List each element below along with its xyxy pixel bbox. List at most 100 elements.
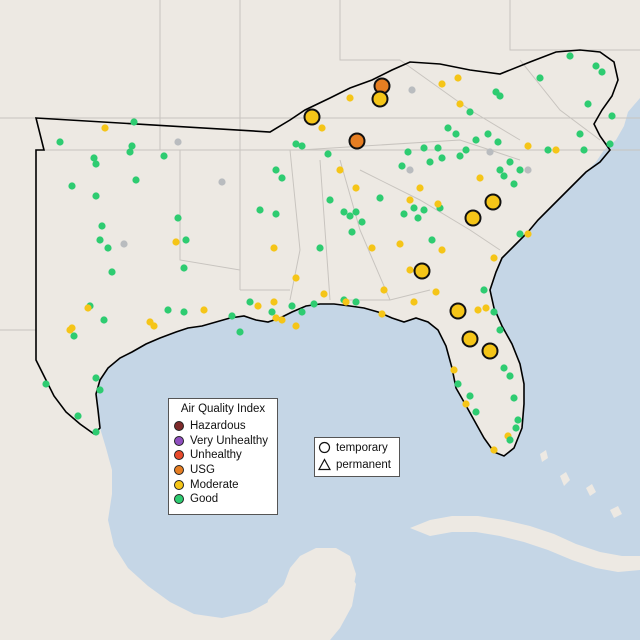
monitor-point[interactable]: [444, 124, 452, 132]
monitor-point[interactable]: [516, 230, 524, 238]
monitor-point[interactable]: [396, 240, 404, 248]
monitor-point[interactable]: [292, 274, 300, 282]
monitor-point[interactable]: [510, 180, 518, 188]
monitor-point[interactable]: [180, 264, 188, 272]
monitor-point[interactable]: [544, 146, 552, 154]
monitor-point[interactable]: [462, 400, 470, 408]
monitor-point[interactable]: [500, 172, 508, 180]
monitor-point[interactable]: [298, 308, 306, 316]
monitor-point[interactable]: [514, 416, 522, 424]
monitor-point[interactable]: [598, 68, 606, 76]
monitor-point[interactable]: [506, 436, 514, 444]
temporary-monitor-point[interactable]: [484, 193, 502, 211]
monitor-point[interactable]: [584, 100, 592, 108]
monitor-point[interactable]: [480, 286, 488, 294]
monitor-point[interactable]: [74, 412, 82, 420]
monitor-point[interactable]: [132, 176, 140, 184]
monitor-point[interactable]: [438, 246, 446, 254]
monitor-point[interactable]: [320, 290, 328, 298]
monitor-point[interactable]: [268, 308, 276, 316]
monitor-point[interactable]: [174, 138, 182, 146]
monitor-point[interactable]: [490, 254, 498, 262]
monitor-point[interactable]: [172, 238, 180, 246]
monitor-point[interactable]: [346, 94, 354, 102]
monitor-point[interactable]: [426, 158, 434, 166]
monitor-point[interactable]: [476, 174, 484, 182]
monitor-point[interactable]: [68, 324, 76, 332]
monitor-point[interactable]: [484, 130, 492, 138]
monitor-point[interactable]: [606, 140, 614, 148]
monitor-point[interactable]: [164, 306, 172, 314]
monitor-point[interactable]: [434, 144, 442, 152]
monitor-point[interactable]: [472, 136, 480, 144]
temporary-monitor-point[interactable]: [413, 262, 431, 280]
monitor-point[interactable]: [182, 236, 190, 244]
monitor-point[interactable]: [456, 152, 464, 160]
monitor-point[interactable]: [92, 160, 100, 168]
monitor-point[interactable]: [410, 298, 418, 306]
monitor-point[interactable]: [434, 200, 442, 208]
monitor-point[interactable]: [298, 142, 306, 150]
monitor-point[interactable]: [346, 212, 354, 220]
monitor-point[interactable]: [340, 208, 348, 216]
temporary-monitor-point[interactable]: [461, 330, 479, 348]
monitor-point[interactable]: [348, 228, 356, 236]
monitor-point[interactable]: [352, 298, 360, 306]
monitor-point[interactable]: [101, 124, 109, 132]
monitor-point[interactable]: [174, 214, 182, 222]
monitor-point[interactable]: [490, 446, 498, 454]
monitor-point[interactable]: [126, 148, 134, 156]
monitor-point[interactable]: [566, 52, 574, 60]
monitor-point[interactable]: [406, 166, 414, 174]
monitor-point[interactable]: [92, 192, 100, 200]
monitor-point[interactable]: [272, 314, 280, 322]
monitor-point[interactable]: [96, 236, 104, 244]
monitor-point[interactable]: [150, 322, 158, 330]
monitor-point[interactable]: [336, 166, 344, 174]
monitor-point[interactable]: [128, 142, 136, 150]
monitor-point[interactable]: [56, 138, 64, 146]
temporary-monitor-point[interactable]: [481, 342, 499, 360]
monitor-point[interactable]: [324, 150, 332, 158]
monitor-point[interactable]: [428, 236, 436, 244]
monitor-point[interactable]: [400, 210, 408, 218]
monitor-point[interactable]: [316, 244, 324, 252]
monitor-points[interactable]: [42, 52, 616, 454]
monitor-point[interactable]: [510, 394, 518, 402]
monitor-point[interactable]: [416, 184, 424, 192]
monitor-point[interactable]: [104, 244, 112, 252]
monitor-point[interactable]: [512, 424, 520, 432]
monitor-point[interactable]: [524, 166, 532, 174]
monitor-point[interactable]: [288, 302, 296, 310]
monitor-point[interactable]: [256, 206, 264, 214]
monitor-point[interactable]: [506, 158, 514, 166]
monitor-point[interactable]: [398, 162, 406, 170]
monitor-point[interactable]: [576, 130, 584, 138]
monitor-point[interactable]: [68, 182, 76, 190]
monitor-point[interactable]: [272, 166, 280, 174]
monitor-point[interactable]: [108, 268, 116, 276]
monitor-point[interactable]: [310, 300, 318, 308]
monitor-point[interactable]: [496, 92, 504, 100]
monitor-point[interactable]: [368, 244, 376, 252]
monitor-point[interactable]: [100, 316, 108, 324]
monitor-point[interactable]: [246, 298, 254, 306]
temporary-monitor-point[interactable]: [449, 302, 467, 320]
monitor-point[interactable]: [404, 148, 412, 156]
monitor-point[interactable]: [482, 304, 490, 312]
monitor-point[interactable]: [432, 288, 440, 296]
monitor-point[interactable]: [408, 86, 416, 94]
monitor-point[interactable]: [516, 166, 524, 174]
monitor-point[interactable]: [180, 308, 188, 316]
monitor-point[interactable]: [270, 244, 278, 252]
monitor-point[interactable]: [70, 332, 78, 340]
monitor-point[interactable]: [580, 146, 588, 154]
monitor-point[interactable]: [414, 214, 422, 222]
monitor-point[interactable]: [218, 178, 226, 186]
monitor-point[interactable]: [378, 310, 386, 318]
monitor-point[interactable]: [84, 304, 92, 312]
monitor-point[interactable]: [472, 408, 480, 416]
monitor-point[interactable]: [380, 286, 388, 294]
monitor-point[interactable]: [120, 240, 128, 248]
